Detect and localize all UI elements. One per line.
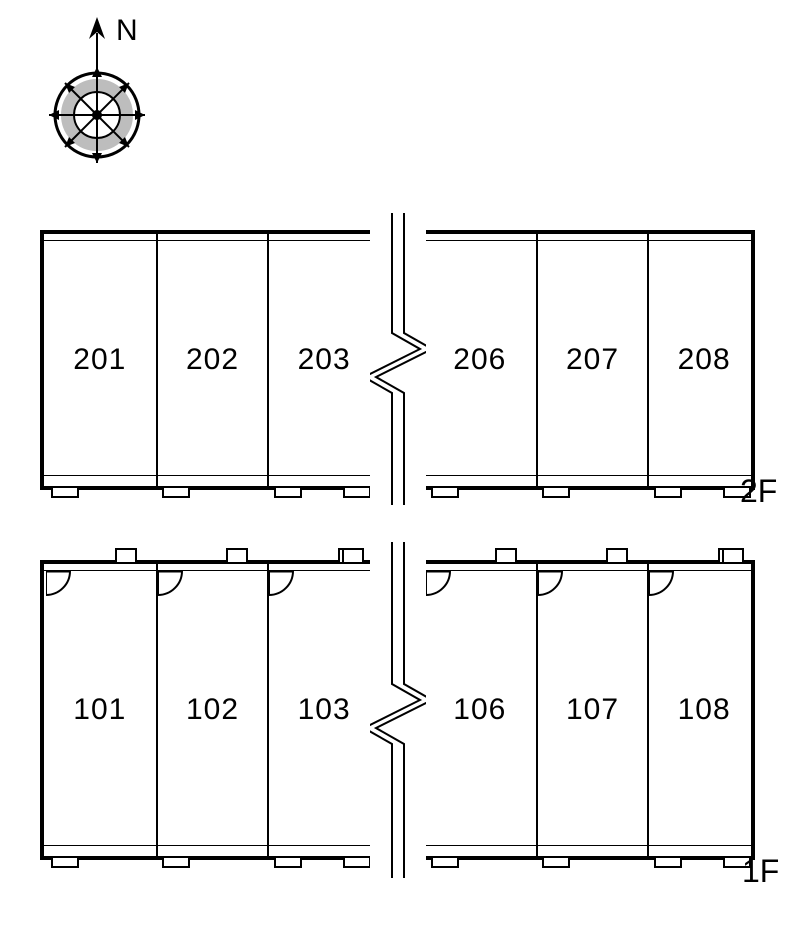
tab-icon (542, 858, 570, 868)
tab-icon (51, 488, 79, 498)
unit-106-label: 106 (453, 693, 506, 727)
door-swing-icon (46, 571, 74, 604)
section-break-icon (370, 213, 426, 510)
tab-icon (162, 488, 190, 498)
unit-103: 103 (267, 564, 379, 856)
unit-107-label: 107 (566, 693, 619, 727)
unit-102-label: 102 (186, 693, 239, 727)
vent-icon (226, 548, 248, 562)
unit-201: 201 (44, 234, 156, 486)
unit-207: 207 (536, 234, 648, 486)
tab-icon (431, 488, 459, 498)
tab-icon (343, 858, 371, 868)
tab-icon (343, 488, 371, 498)
unit-203: 203 (267, 234, 379, 486)
door-swing-icon (649, 571, 677, 604)
vent-icon (115, 548, 137, 562)
unit-103-label: 103 (298, 693, 351, 727)
compass-rose (45, 15, 185, 185)
tab-icon (654, 488, 682, 498)
vent-icon (606, 548, 628, 562)
compass-north-label: N (116, 14, 138, 48)
unit-208: 208 (647, 234, 759, 486)
tab-icon (431, 858, 459, 868)
door-swing-icon (538, 571, 566, 604)
floor-label-2F: 2F (740, 473, 777, 510)
floor-1F-left-block: 101 102 103 (40, 560, 375, 860)
unit-202-label: 202 (186, 343, 239, 377)
unit-106: 106 (424, 564, 536, 856)
floor-2F-right-block: 206 207 208 (420, 230, 755, 490)
tab-icon (162, 858, 190, 868)
unit-202: 202 (156, 234, 268, 486)
unit-206-label: 206 (453, 343, 506, 377)
unit-108: 108 (647, 564, 759, 856)
tab-icon (542, 488, 570, 498)
unit-201-label: 201 (73, 343, 126, 377)
unit-207-label: 207 (566, 343, 619, 377)
door-swing-icon (269, 571, 297, 604)
tab-icon (51, 858, 79, 868)
floor-2F-left-block: 201 202 203 (40, 230, 375, 490)
compass-icon (45, 15, 185, 180)
floor-1F-right-block: 106 107 108 (420, 560, 755, 860)
unit-208-label: 208 (678, 343, 731, 377)
vent-icon (342, 548, 364, 562)
unit-206: 206 (424, 234, 536, 486)
floor-label-1F: 1F (742, 853, 779, 890)
unit-107: 107 (536, 564, 648, 856)
unit-101: 101 (44, 564, 156, 856)
unit-102: 102 (156, 564, 268, 856)
tab-icon (274, 488, 302, 498)
unit-108-label: 108 (678, 693, 731, 727)
section-break-icon (370, 542, 426, 883)
unit-101-label: 101 (73, 693, 126, 727)
vent-icon (495, 548, 517, 562)
tab-icon (654, 858, 682, 868)
door-swing-icon (426, 571, 454, 604)
floorplan-canvas: N 2012022032062072082F101102103 10610710… (0, 0, 800, 940)
vent-icon (722, 548, 744, 562)
tab-icon (274, 858, 302, 868)
unit-203-label: 203 (298, 343, 351, 377)
door-swing-icon (158, 571, 186, 604)
